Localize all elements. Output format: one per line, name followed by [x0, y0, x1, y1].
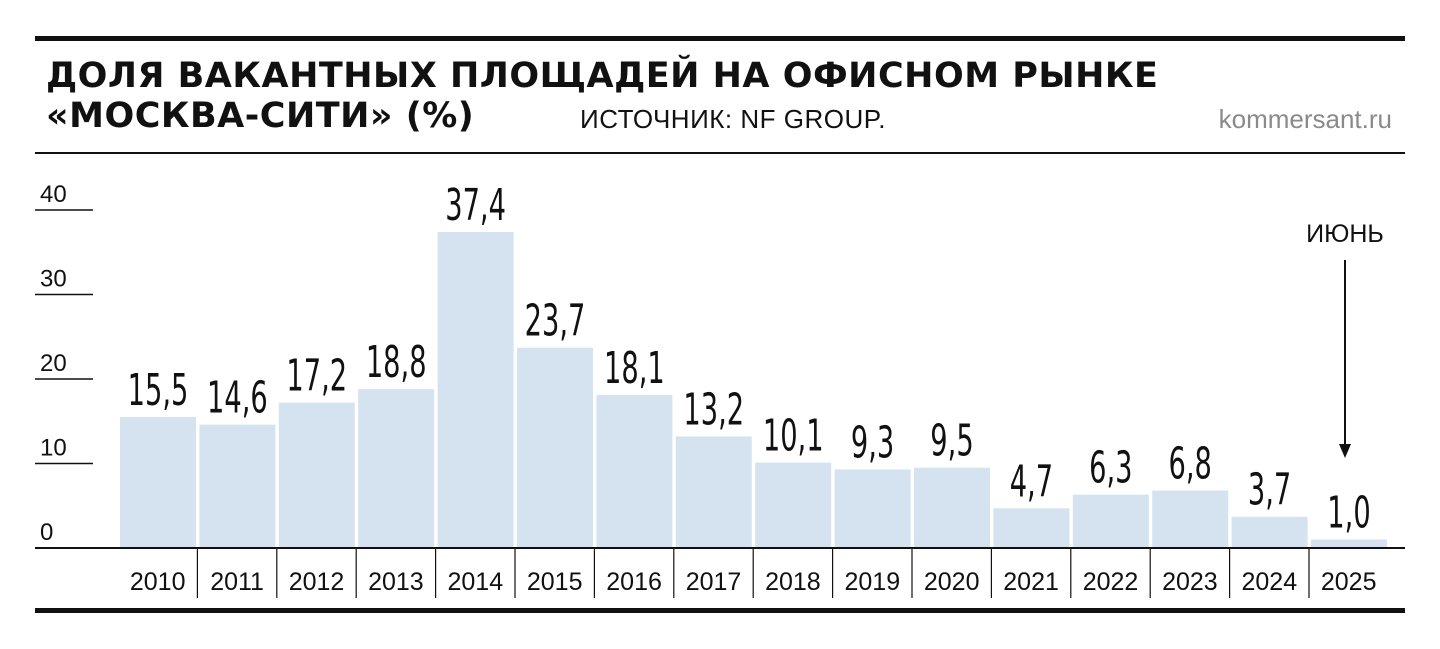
- bar: [914, 467, 990, 548]
- x-tick-label: 2017: [686, 568, 742, 596]
- title-line-2: «МОСКВА-СИТИ» (%): [46, 96, 475, 136]
- brand-label: kommersant.ru: [1218, 104, 1392, 134]
- value-label: 18,1: [604, 342, 665, 394]
- bar: [437, 231, 514, 548]
- value-label: 18,8: [366, 336, 427, 388]
- value-label: 15,5: [128, 364, 189, 416]
- title-line-1: ДОЛЯ ВАКАНТНЫХ ПЛОЩАДЕЙ НА ОФИСНОМ РЫНКЕ: [46, 56, 1159, 96]
- chart-title: ДОЛЯ ВАКАНТНЫХ ПЛОЩАДЕЙ НА ОФИСНОМ РЫНКЕ…: [46, 56, 1158, 136]
- bar: [1231, 516, 1308, 548]
- value-label: 10,1: [763, 410, 824, 462]
- x-tick-label: 2023: [1162, 568, 1218, 596]
- bar: [834, 469, 911, 548]
- y-tick-label: 30: [40, 266, 67, 293]
- y-tick-label: 0: [40, 519, 53, 546]
- value-label: 6,3: [1089, 442, 1132, 494]
- x-tick-label: 2013: [368, 568, 424, 596]
- x-tick-label: 2018: [765, 568, 821, 596]
- bottom-rule: [35, 608, 1405, 613]
- x-tick-label: 2024: [1241, 568, 1297, 596]
- y-tick-label: 40: [40, 181, 67, 208]
- header-rule: [35, 152, 1405, 154]
- x-tick-label: 2019: [844, 568, 900, 596]
- value-label: 4,7: [1010, 455, 1053, 507]
- value-label: 9,5: [930, 415, 973, 467]
- y-tick-label: 10: [40, 435, 67, 462]
- value-label: 13,2: [683, 384, 744, 436]
- y-tick-label: 20: [40, 350, 67, 377]
- bar: [517, 347, 593, 548]
- value-label: 9,3: [851, 417, 894, 469]
- x-tick-label: 2014: [447, 568, 503, 596]
- bar: [1311, 539, 1387, 548]
- top-rule: [35, 36, 1405, 41]
- annotation-arrow-head: [1339, 444, 1351, 458]
- bar: [278, 402, 355, 548]
- value-label: 3,7: [1248, 464, 1291, 516]
- value-label: 1,0: [1327, 487, 1370, 539]
- bar: [1152, 490, 1229, 548]
- value-label: 17,2: [286, 350, 347, 402]
- value-label: 37,4: [445, 179, 506, 231]
- value-label: 6,8: [1169, 438, 1212, 490]
- annotation-label: ИЮНЬ: [1306, 220, 1384, 248]
- bar: [755, 462, 832, 548]
- source-note: ИСТОЧНИК: NF GROUP.: [580, 104, 886, 134]
- x-tick-label: 2012: [289, 568, 345, 596]
- value-label: 23,7: [525, 295, 586, 347]
- x-tick-label: 2016: [606, 568, 662, 596]
- bar: [1072, 494, 1149, 548]
- x-tick-label: 2011: [210, 568, 264, 596]
- bar: [120, 417, 196, 548]
- bar: [199, 424, 276, 548]
- x-tick-label: 2021: [1003, 568, 1059, 596]
- bar: [993, 508, 1070, 548]
- x-tick-label: 2025: [1321, 568, 1377, 596]
- value-label: 14,6: [207, 372, 268, 424]
- x-tick-label: 2015: [527, 568, 583, 596]
- x-tick-label: 2020: [924, 568, 980, 596]
- bar: [596, 395, 673, 548]
- x-tick-label: 2010: [130, 568, 186, 596]
- bar: [358, 389, 435, 548]
- bar: [675, 436, 752, 548]
- x-tick-label: 2022: [1083, 568, 1139, 596]
